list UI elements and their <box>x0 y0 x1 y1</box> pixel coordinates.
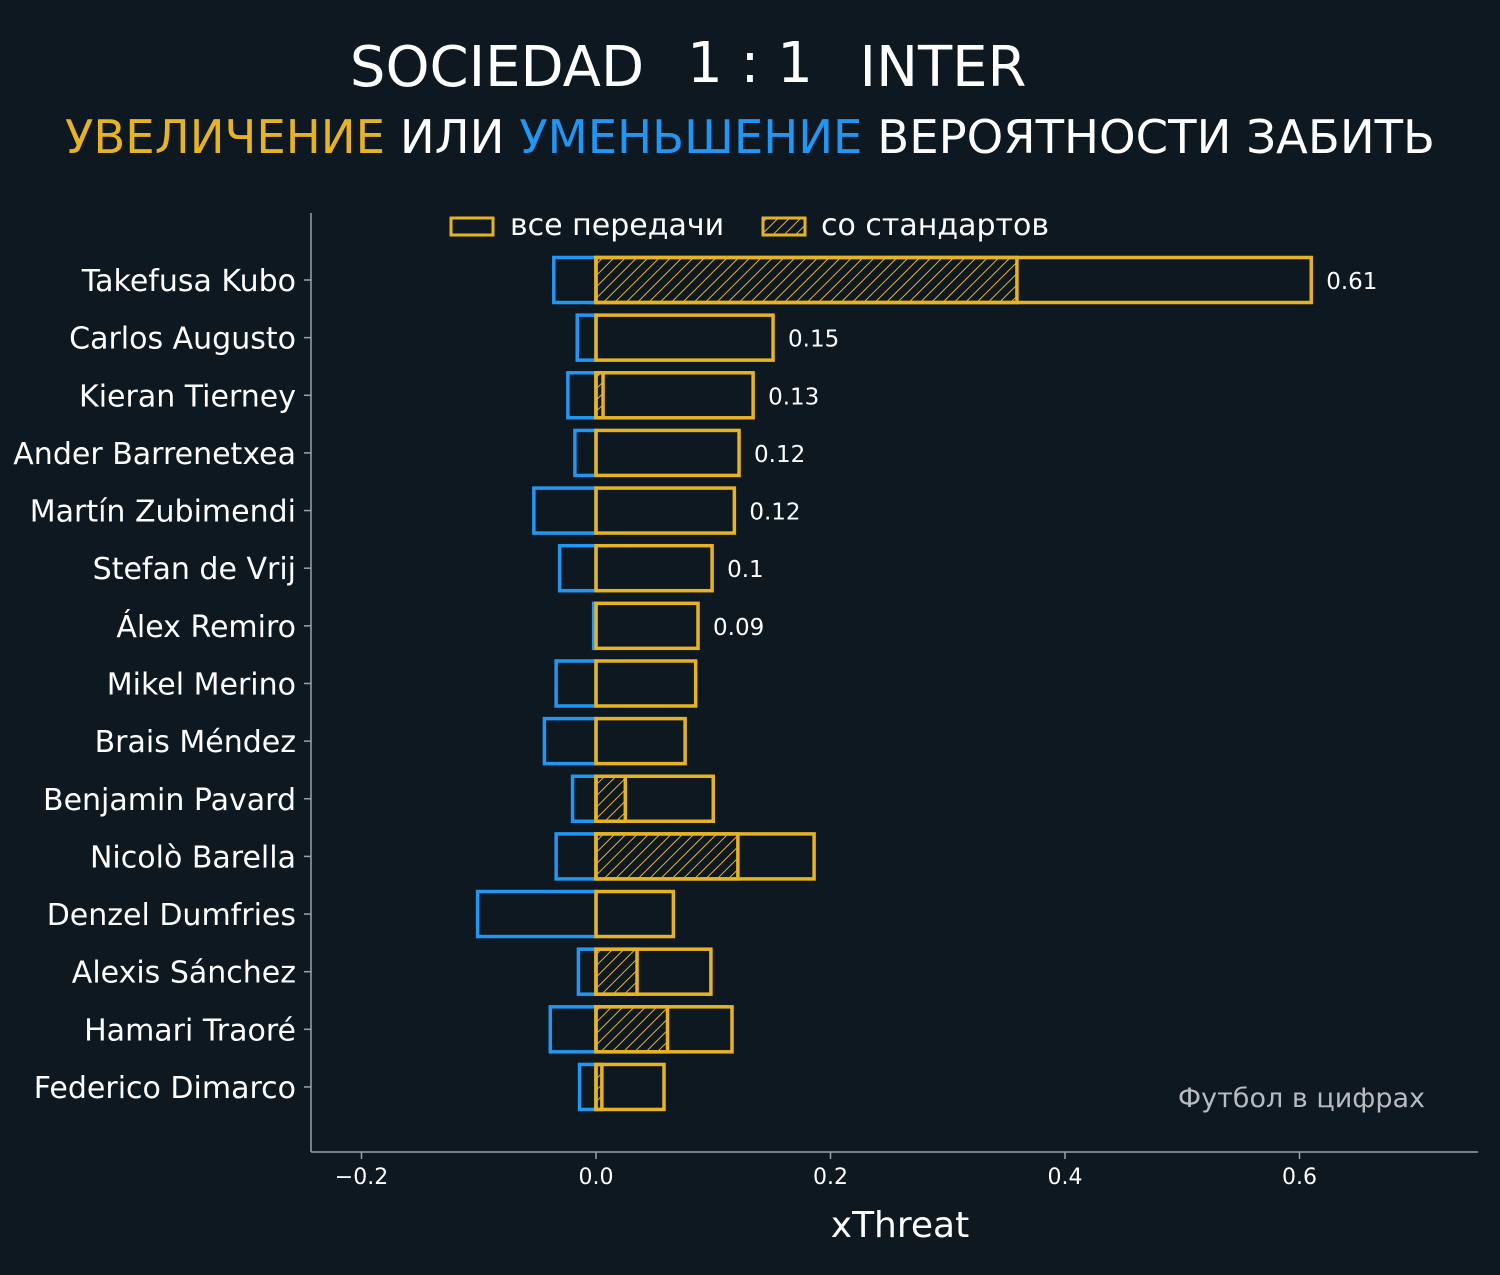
bar-positive-hamari-traore <box>594 1005 734 1054</box>
chart-subtitle: УВЕЛИЧЕНИЕ ИЛИ УМЕНЬШЕНИЕ ВЕРОЯТНОСТИ ЗА… <box>65 110 1435 164</box>
x-tick-label: 0.0 <box>579 1165 614 1190</box>
x-tick-label: 0.2 <box>813 1165 848 1190</box>
y-tick-label-alexis-sanchez: Alexis Sánchez <box>72 956 296 991</box>
bar-negative-alexis-sanchez <box>576 947 598 996</box>
bar-positive-mikel-merino <box>594 659 698 708</box>
y-tick-label-hamari-traore: Hamari Traoré <box>84 1013 296 1048</box>
bar-negative-kieran-tierney <box>566 371 598 420</box>
value-labels-group: 0.61 0.15 0.13 0.12 0.12 0.1 0.09 <box>713 269 1377 641</box>
x-axis-label: xThreat <box>831 1205 969 1246</box>
y-tick-label-stefan-de-vrij: Stefan de Vrij <box>93 552 296 587</box>
y-ticks-group: Takefusa Kubo Carlos Augusto Kieran Tierne… <box>13 264 311 1106</box>
subtitle-increase: УВЕЛИЧЕНИЕ <box>65 110 385 164</box>
x-tick-label: 0.4 <box>1048 1165 1083 1190</box>
bar-negative-mikel-merino <box>554 659 598 708</box>
x-ticks-group: −0.2 0.0 0.2 0.4 0.6 <box>335 1152 1317 1190</box>
legend-label-set-pieces: со стандартов <box>821 208 1049 243</box>
x-tick-label: 0.6 <box>1282 1165 1317 1190</box>
bar-set-pieces-nicolo-barella <box>594 832 740 881</box>
legend: все передачи со стандартов <box>449 208 1049 243</box>
bar-negative-federico-dimarco <box>577 1062 598 1112</box>
y-tick-label-federico-dimarco: Federico Dimarco <box>34 1071 296 1106</box>
bar-positive-brais-mendez <box>594 716 687 766</box>
bar-positive-ander-barrenetxea <box>594 428 741 478</box>
bar-positive-benjamin-pavard <box>594 774 715 824</box>
value-label-stefan-de-vrij: 0.1 <box>727 557 764 583</box>
subtitle-or: ИЛИ <box>385 110 519 164</box>
bar-positive-kieran-tierney <box>594 371 755 420</box>
bar-negative-nicolo-barella <box>554 832 598 881</box>
x-tick-label: −0.2 <box>335 1165 388 1190</box>
bar-set-pieces-takefusa-kubo <box>594 255 1019 305</box>
value-label-takefusa-kubo: 0.61 <box>1326 269 1377 295</box>
bar-positive-takefusa-kubo <box>594 255 1313 305</box>
bar-positive-federico-dimarco <box>594 1062 666 1112</box>
bar-negative-martin-zubimendi <box>532 486 598 535</box>
bar-negative-brais-mendez <box>542 716 598 766</box>
y-tick-label-mikel-merino: Mikel Merino <box>107 667 296 702</box>
bar-negative-carlos-augusto <box>575 313 598 362</box>
bar-positive-alex-remiro <box>594 601 700 651</box>
bar-positive-alexis-sanchez <box>594 947 713 996</box>
legend-swatch-all-passes <box>449 216 495 237</box>
value-label-alex-remiro: 0.09 <box>713 615 764 641</box>
bar-negative-benjamin-pavard <box>570 774 598 824</box>
chart-title-score: 1 : 1 <box>687 31 813 96</box>
legend-swatch-set-pieces <box>761 216 807 237</box>
bar-set-pieces-benjamin-pavard <box>594 774 628 824</box>
y-tick-label-brais-mendez: Brais Méndez <box>95 725 296 760</box>
bar-negative-takefusa-kubo <box>552 255 598 305</box>
bar-negative-stefan-de-vrij <box>557 543 598 593</box>
value-label-carlos-augusto: 0.15 <box>788 327 839 353</box>
y-tick-label-carlos-augusto: Carlos Augusto <box>69 322 296 357</box>
y-tick-label-kieran-tierney: Kieran Tierney <box>79 379 296 414</box>
bars-group <box>475 255 1313 1112</box>
y-tick-label-denzel-dumfries: Denzel Dumfries <box>47 898 296 933</box>
chart-title-right: INTER <box>860 35 1027 100</box>
chart-title-left: SOCIEDAD <box>350 35 644 100</box>
subtitle-decrease: УМЕНЬШЕНИЕ <box>519 110 862 164</box>
y-tick-label-benjamin-pavard: Benjamin Pavard <box>43 783 296 818</box>
watermark: Футбол в цифрах <box>1178 1083 1425 1114</box>
y-tick-label-nicolo-barella: Nicolò Barella <box>90 840 296 875</box>
bar-positive-stefan-de-vrij <box>594 543 714 593</box>
legend-label-all-passes: все передачи <box>510 208 724 243</box>
value-label-ander-barrenetxea: 0.12 <box>754 442 805 468</box>
y-tick-label-alex-remiro: Álex Remiro <box>116 609 296 645</box>
bar-set-pieces-hamari-traore <box>594 1005 670 1054</box>
y-tick-label-martin-zubimendi: Martín Zubimendi <box>30 495 296 530</box>
bar-negative-hamari-traore <box>548 1005 598 1054</box>
bar-negative-ander-barrenetxea <box>573 428 598 478</box>
y-tick-label-ander-barrenetxea: Ander Barrenetxea <box>13 437 296 472</box>
bar-set-pieces-alexis-sanchez <box>594 947 639 996</box>
subtitle-probability: ВЕРОЯТНОСТИ ЗАБИТЬ <box>862 110 1435 164</box>
bar-positive-carlos-augusto <box>594 313 775 362</box>
value-label-martin-zubimendi: 0.12 <box>749 500 800 526</box>
bar-positive-martin-zubimendi <box>594 486 737 535</box>
value-label-kieran-tierney: 0.13 <box>768 384 819 410</box>
bar-negative-denzel-dumfries <box>475 889 598 939</box>
bar-positive-nicolo-barella <box>594 832 816 881</box>
y-tick-label-takefusa-kubo: Takefusa Kubo <box>81 264 296 299</box>
bar-positive-denzel-dumfries <box>594 889 676 939</box>
